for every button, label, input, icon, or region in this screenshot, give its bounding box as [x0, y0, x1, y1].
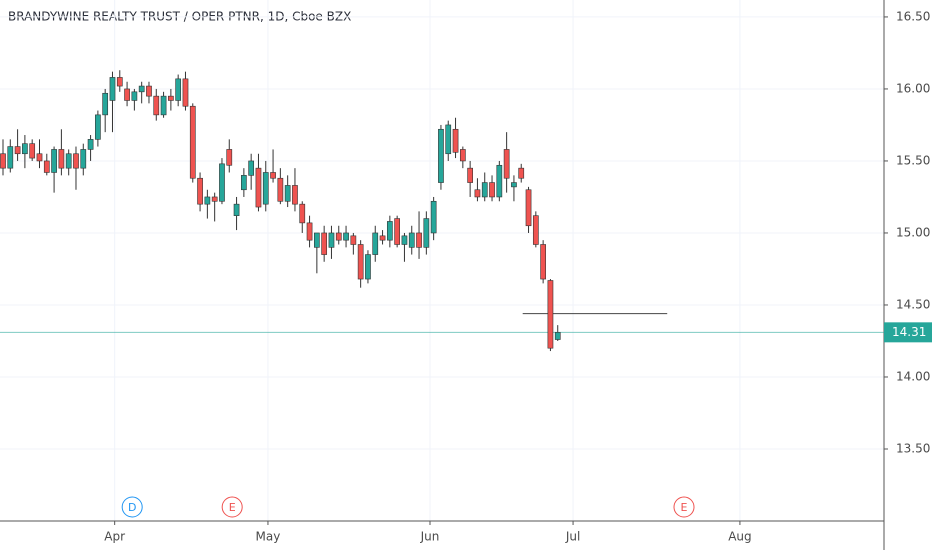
candle-body	[109, 77, 116, 101]
candle-body	[445, 124, 452, 155]
candle-body	[306, 222, 313, 241]
candle-body	[328, 232, 335, 248]
candle-body	[270, 172, 276, 179]
candle-body	[73, 153, 79, 169]
candle-body	[299, 203, 306, 224]
event-marker	[121, 496, 143, 518]
candle-body	[343, 232, 349, 241]
candle-body	[496, 164, 503, 198]
x-tick-label: Apr	[104, 530, 125, 544]
grid	[0, 0, 884, 521]
candle-body	[146, 85, 152, 97]
candle-body	[394, 218, 401, 245]
candle-body	[365, 254, 371, 280]
candle-body	[379, 235, 386, 241]
y-tick-label: 14.50	[896, 297, 930, 311]
event-label: E	[681, 501, 688, 514]
candle-body	[211, 196, 218, 202]
candle-body	[116, 77, 123, 87]
y-tick-label: 15.50	[896, 153, 930, 167]
y-tick-label: 16.50	[896, 9, 930, 23]
candle-body	[503, 149, 510, 179]
y-tick-label: 16.00	[896, 81, 930, 95]
candle-body	[197, 177, 203, 205]
candle-body	[423, 218, 430, 248]
candle-body	[168, 95, 174, 101]
candle-body	[51, 149, 57, 173]
candle-body	[160, 95, 167, 116]
candle-body	[481, 182, 488, 198]
candle-body	[547, 280, 554, 349]
candle-body	[29, 143, 36, 159]
candle-body	[386, 221, 393, 241]
candle-body	[430, 200, 437, 234]
candle-body	[43, 160, 50, 173]
event-marker	[673, 496, 695, 518]
y-tick-label: 13.50	[896, 441, 930, 455]
candle-body	[532, 215, 539, 245]
last-price-label: 14.31	[892, 325, 926, 339]
x-tick-label: Jul	[565, 530, 580, 544]
x-tick-label: Jun	[420, 530, 440, 544]
candle-body	[248, 160, 255, 176]
candle-body	[314, 232, 320, 248]
candle-body	[335, 232, 342, 241]
candle-body	[124, 88, 130, 101]
event-label: E	[229, 501, 236, 514]
x-tick-label: Aug	[728, 530, 751, 544]
candle-body	[262, 172, 269, 205]
candle-body	[138, 85, 145, 93]
event-label: D	[128, 501, 136, 514]
candle-body	[474, 189, 481, 198]
candle-body	[357, 244, 364, 280]
candle-body	[489, 182, 495, 198]
candle-body	[0, 153, 6, 169]
candle-body	[350, 235, 357, 245]
candle-body	[58, 149, 65, 169]
candle-body	[459, 149, 466, 162]
candle-body	[219, 163, 225, 202]
candle-body	[226, 149, 233, 166]
candle-body	[401, 235, 408, 245]
candle-body	[7, 146, 14, 169]
candle-body	[95, 114, 101, 140]
candle-body	[182, 78, 189, 107]
candle-body	[175, 78, 182, 101]
candle-body	[241, 175, 247, 191]
candle-body	[65, 153, 72, 169]
candle-body	[153, 95, 160, 116]
candle-body	[102, 92, 109, 116]
last-price-tag	[884, 322, 932, 343]
candle-body	[467, 167, 473, 183]
candle-body	[554, 332, 561, 340]
candle-body	[87, 139, 94, 150]
candle-body	[518, 167, 525, 179]
candle-body	[408, 232, 415, 248]
candle-body	[284, 185, 291, 202]
y-tick-label: 14.00	[896, 369, 930, 383]
candle-body	[438, 128, 444, 183]
candle-body	[80, 149, 87, 169]
candle-body	[540, 244, 546, 280]
candle-body	[204, 196, 211, 205]
candle-body	[14, 146, 21, 155]
candle-body	[416, 232, 422, 248]
candle-body	[233, 203, 240, 216]
candle-body	[277, 177, 284, 202]
x-tick-label: May	[256, 530, 281, 544]
candle-body	[36, 153, 43, 162]
candle-body	[131, 91, 138, 101]
candle-body	[321, 232, 328, 255]
candle-body	[452, 128, 459, 153]
y-tick-label: 15.00	[896, 225, 930, 239]
candle-body	[22, 143, 28, 155]
candle-body	[189, 105, 196, 179]
event-marker	[221, 496, 243, 518]
candle-body	[372, 232, 379, 255]
candle-body	[525, 189, 532, 227]
candle-body	[511, 182, 517, 188]
candle-body	[292, 185, 298, 205]
candle-body	[255, 167, 262, 208]
